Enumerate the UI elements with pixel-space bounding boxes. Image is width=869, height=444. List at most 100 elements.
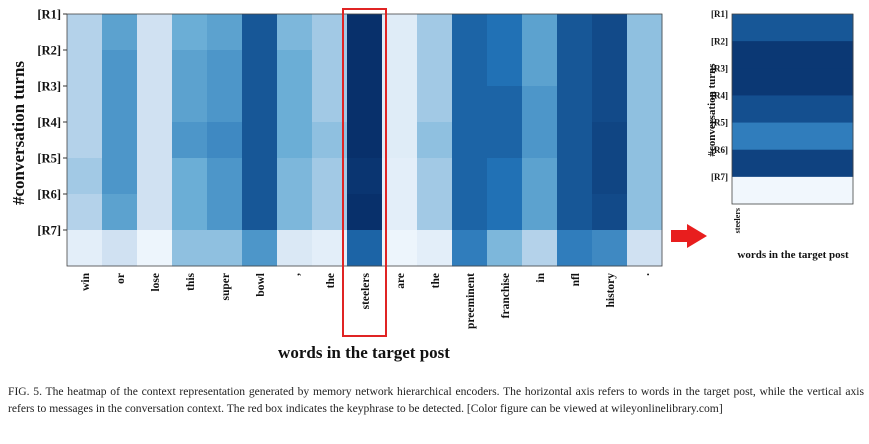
heatmap-cell xyxy=(417,122,453,159)
column-tick-label: are xyxy=(395,273,407,289)
column-tick-label: bowl xyxy=(255,273,267,297)
heatmap-cell xyxy=(592,14,628,51)
heatmap-cell xyxy=(207,86,243,123)
heatmap-cell xyxy=(347,122,383,159)
heatmap-cell xyxy=(382,86,418,123)
heatmap-cell xyxy=(452,194,488,231)
heatmap-cell xyxy=(382,230,418,267)
heatmap-cell xyxy=(592,50,628,87)
heatmap-cell xyxy=(732,41,854,69)
y-axis-label: #conversation turns xyxy=(9,61,28,205)
heatmap-cell xyxy=(417,14,453,51)
heatmap-cell xyxy=(242,122,278,159)
heatmap-cell xyxy=(557,86,593,123)
heatmap-cell xyxy=(557,194,593,231)
heatmap-cell xyxy=(172,122,208,159)
heatmap-cell xyxy=(627,230,663,267)
heatmap-cell xyxy=(417,50,453,87)
heatmap-cell xyxy=(172,158,208,195)
heatmap-cell xyxy=(102,50,138,87)
row-tick-label: [R6] xyxy=(37,187,61,201)
row-tick-label: [R5] xyxy=(37,151,61,165)
heatmap-cell xyxy=(242,86,278,123)
heatmap-cell xyxy=(732,177,854,205)
column-tick-label: preeminent xyxy=(465,273,477,329)
heatmap-cell xyxy=(522,122,558,159)
heatmap-cell xyxy=(172,230,208,267)
heatmap-cell xyxy=(277,230,313,267)
row-tick-label: [R2] xyxy=(711,36,728,46)
heatmap-cell xyxy=(417,194,453,231)
arrow-shaft xyxy=(671,230,688,242)
heatmap-cell xyxy=(417,230,453,267)
heatmap-cell xyxy=(207,230,243,267)
heatmap-cell xyxy=(522,158,558,195)
heatmap-cell xyxy=(382,122,418,159)
x-axis-label: words in the target post xyxy=(278,343,450,362)
heatmap-cell xyxy=(452,14,488,51)
heatmap-cell xyxy=(487,14,523,51)
heatmap-cell xyxy=(347,194,383,231)
heatmap-cell xyxy=(277,86,313,123)
heatmap-cell xyxy=(137,86,173,123)
heatmap-cell xyxy=(137,50,173,87)
heatmap-cell xyxy=(242,158,278,195)
heatmap-cell xyxy=(277,50,313,87)
column-tick-label: . xyxy=(640,273,652,276)
column-tick-label: super xyxy=(220,273,232,300)
heatmap-cell xyxy=(732,95,854,123)
heatmap-cell xyxy=(592,194,628,231)
row-tick-label: [R7] xyxy=(711,172,728,182)
heatmap-cell xyxy=(557,14,593,51)
heatmap-cell xyxy=(172,14,208,51)
heatmap-cell xyxy=(207,194,243,231)
heatmap-cell xyxy=(67,86,103,123)
row-tick-label: [R7] xyxy=(37,223,61,237)
heatmap-cell xyxy=(487,194,523,231)
heatmap-cell xyxy=(627,158,663,195)
heatmap-cell xyxy=(347,50,383,87)
heatmap-cell xyxy=(487,158,523,195)
heatmap-cell xyxy=(172,86,208,123)
heatmap-cell xyxy=(67,122,103,159)
heatmap-cell xyxy=(102,194,138,231)
column-tick-label: , xyxy=(290,273,302,276)
y-axis-label: #conversation turns xyxy=(706,63,718,157)
heatmap-cell xyxy=(487,230,523,267)
row-tick-label: [R3] xyxy=(37,79,61,93)
heatmap-cell xyxy=(487,50,523,87)
heatmap-cell xyxy=(592,86,628,123)
heatmap-cell xyxy=(347,158,383,195)
heatmap-cell xyxy=(522,86,558,123)
heatmap-cell xyxy=(67,194,103,231)
column-tick-label: steelers xyxy=(733,208,742,233)
heatmap-cell xyxy=(382,14,418,51)
heatmap-cell xyxy=(242,50,278,87)
column-tick-label: or xyxy=(115,273,127,284)
column-tick-label: in xyxy=(535,272,547,282)
x-axis-label: words in the target post xyxy=(737,249,849,261)
side-heatmap: [R1][R2][R3][R4][R5][R6][R7]steelersword… xyxy=(706,9,854,261)
heatmap-cell xyxy=(627,86,663,123)
row-tick-label: [R1] xyxy=(37,7,61,21)
heatmap-cell xyxy=(207,122,243,159)
heatmap-cell xyxy=(522,14,558,51)
row-tick-label: [R4] xyxy=(37,115,61,129)
column-tick-label: steelers xyxy=(360,272,372,309)
heatmap-cell xyxy=(242,194,278,231)
heatmap-cell xyxy=(592,230,628,267)
heatmap-cell xyxy=(452,86,488,123)
heatmap-cell xyxy=(172,50,208,87)
column-tick-label: the xyxy=(325,273,337,288)
heatmap-cell xyxy=(732,123,854,151)
heatmap-cell xyxy=(382,194,418,231)
heatmap-cell xyxy=(417,86,453,123)
heatmap-cell xyxy=(207,50,243,87)
heatmap-cell xyxy=(487,86,523,123)
column-tick-label: win xyxy=(80,272,92,291)
heatmap-cell xyxy=(347,230,383,267)
heatmap-cell xyxy=(522,50,558,87)
heatmap-cell xyxy=(67,14,103,51)
heatmap-cell xyxy=(102,158,138,195)
column-tick-label: lose xyxy=(150,273,162,292)
